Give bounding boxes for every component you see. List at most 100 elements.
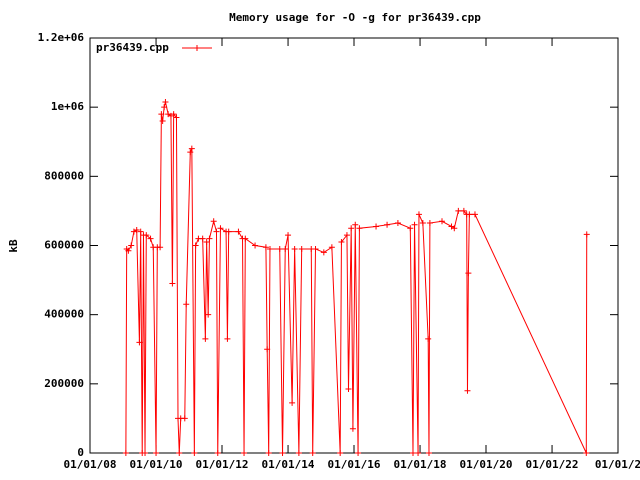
point [295, 450, 302, 456]
point [206, 235, 213, 242]
point [191, 450, 198, 456]
point [465, 270, 472, 277]
point [409, 450, 416, 456]
point [411, 221, 418, 228]
x-tick-label: 01/01/18 [394, 458, 447, 471]
point [202, 335, 209, 342]
point [279, 450, 286, 456]
point [289, 399, 296, 406]
point [210, 218, 217, 225]
x-tick-label: 01/01/22 [526, 458, 579, 471]
point [298, 245, 305, 252]
point [199, 235, 206, 242]
point [187, 149, 194, 156]
point [173, 114, 180, 121]
point [192, 242, 199, 249]
point [312, 245, 319, 252]
point [451, 225, 458, 232]
point [133, 226, 140, 233]
point [282, 245, 289, 252]
point [125, 247, 132, 254]
point [162, 98, 169, 105]
point [394, 220, 401, 227]
point [352, 221, 359, 228]
point [169, 280, 176, 287]
point [419, 220, 426, 227]
x-tick-label: 01/01/12 [196, 458, 249, 471]
y-tick-label: 1e+06 [51, 100, 84, 113]
point [355, 450, 362, 456]
point [328, 244, 335, 251]
point [217, 225, 224, 232]
point [213, 228, 220, 235]
point [252, 242, 259, 249]
point [264, 346, 271, 353]
point [426, 220, 433, 227]
point [137, 228, 144, 235]
point [384, 221, 391, 228]
point [425, 335, 432, 342]
legend-label: pr36439.cpp [96, 41, 169, 54]
point [348, 225, 355, 232]
point [583, 450, 590, 456]
point [265, 450, 272, 456]
y-tick-label: 1.2e+06 [38, 31, 85, 44]
point [583, 231, 590, 238]
point [183, 301, 190, 308]
chart-title: Memory usage for -O -g for pr36439.cpp [229, 11, 481, 24]
point [224, 335, 231, 342]
point [425, 450, 432, 456]
point [158, 111, 165, 118]
point [170, 111, 177, 118]
point [157, 244, 164, 251]
point [241, 450, 248, 456]
point [320, 249, 327, 256]
point [161, 104, 168, 111]
point [276, 245, 283, 252]
x-tick-label: 01/01/20 [460, 458, 513, 471]
point [343, 232, 350, 239]
point [309, 450, 316, 456]
x-tick-label: 01/01/10 [130, 458, 183, 471]
point [203, 239, 210, 246]
point [464, 387, 471, 394]
x-tick-label: 01/01/14 [262, 458, 315, 471]
y-axis-label: kB [7, 239, 20, 253]
point [466, 211, 473, 218]
point [128, 242, 135, 249]
point [407, 225, 414, 232]
point [345, 386, 352, 393]
point [142, 450, 149, 456]
x-tick-label: 01/01/16 [328, 458, 381, 471]
y-tick-label: 0 [77, 446, 84, 459]
y-tick-label: 400000 [44, 308, 84, 321]
point [415, 211, 422, 218]
point [122, 450, 129, 456]
point [242, 235, 249, 242]
point [460, 207, 467, 214]
point [214, 450, 221, 456]
point [147, 235, 154, 242]
point [136, 339, 143, 346]
point [356, 225, 363, 232]
point [439, 218, 445, 225]
point [176, 450, 183, 456]
x-tick-label: 01/01/2 [595, 458, 640, 471]
point [285, 232, 292, 239]
x-tick-label: 01/01/08 [64, 458, 117, 471]
point [159, 118, 166, 124]
y-tick-label: 200000 [44, 377, 84, 390]
point [455, 207, 462, 214]
point [262, 244, 269, 251]
point [188, 145, 195, 152]
point [266, 245, 273, 252]
y-tick-label: 600000 [44, 239, 84, 252]
point [205, 311, 212, 318]
point [291, 245, 298, 252]
point [338, 239, 345, 246]
point [415, 450, 422, 456]
point [349, 425, 356, 432]
point [373, 223, 380, 230]
